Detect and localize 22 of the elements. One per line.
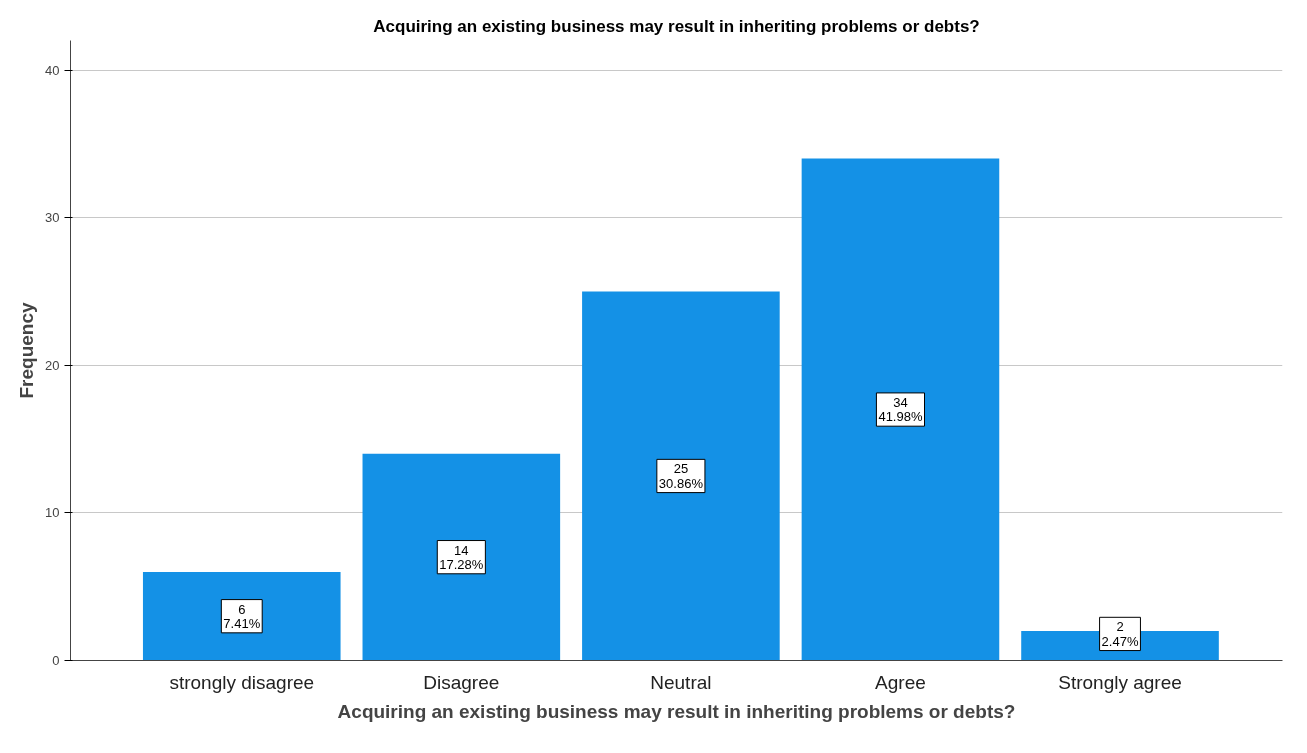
x-tick-label: Agree (875, 671, 926, 693)
data-label: 2 2.47% (1101, 619, 1139, 649)
data-label: 14 17.28% (439, 542, 484, 572)
chart-title: Acquiring an existing business may result in inheriting problems or debts? (373, 16, 980, 36)
y-tick-label: 40 (45, 62, 60, 78)
x-tick-label: Disagree (423, 671, 500, 693)
y-tick-label: 30 (45, 210, 60, 226)
x-tick-label: Strongly agree (1058, 671, 1182, 693)
x-tick-label: Neutral (650, 671, 712, 693)
x-tick-label: strongly disagree (169, 671, 315, 693)
bar (801, 158, 1000, 661)
y-tick-label: 10 (45, 505, 60, 521)
bar (362, 453, 561, 661)
data-label: 25 30.86% (658, 461, 704, 491)
bar (142, 571, 341, 661)
y-tick-label: 20 (45, 357, 60, 373)
y-axis-title: Frequency (16, 302, 38, 399)
bar (582, 291, 780, 661)
data-label: 34 41.98% (878, 394, 923, 425)
data-label: 6 7.41% (223, 601, 261, 631)
x-axis-title: Acquiring an existing business may result in inheriting problems or debts? (337, 700, 1016, 722)
y-tick-label: 0 (52, 653, 60, 668)
